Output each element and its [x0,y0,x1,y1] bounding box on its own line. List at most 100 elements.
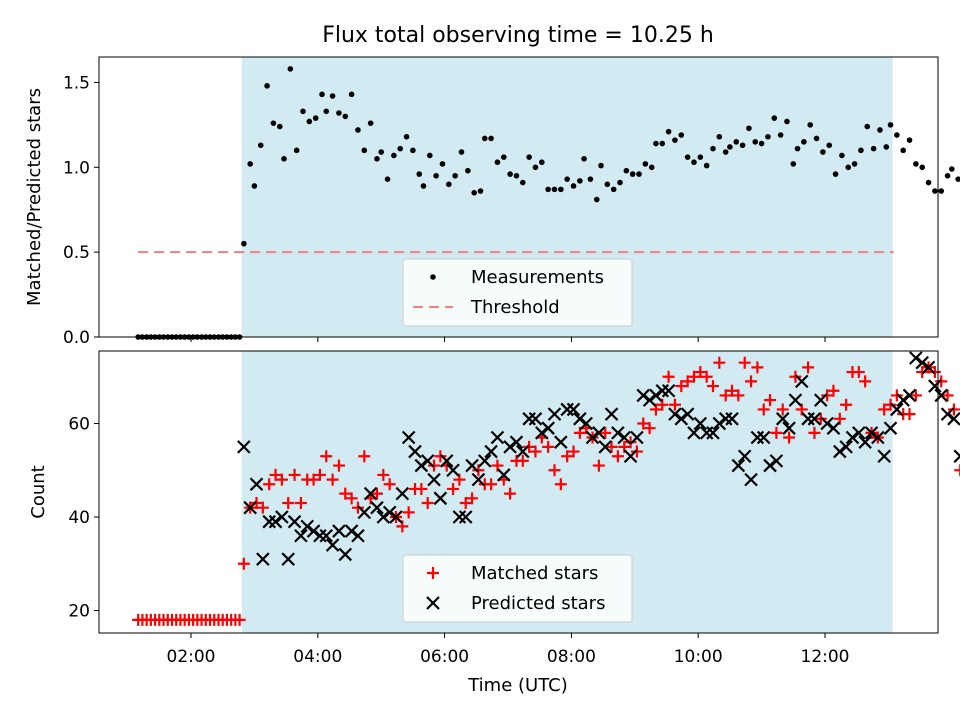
matched-point-98 [700,370,713,383]
matched-point-38 [320,450,333,463]
measurement-point-71 [519,179,526,186]
predicted-point-74 [706,426,720,440]
measurement-point-38 [319,91,325,98]
predicted-point-68 [668,407,682,421]
x-tick-label-4: 10:00 [674,647,723,667]
measurement-point-73 [532,164,539,171]
measurement-point-48 [378,149,385,155]
measurement-point-121 [826,142,833,149]
predicted-point-49 [547,407,562,421]
matched-point-114 [802,361,815,374]
matched-point-74 [548,464,561,477]
matched-point-122 [852,366,865,379]
measurement-point-113 [777,132,784,138]
predicted-point-53 [573,412,587,426]
matched-point-116 [814,412,827,425]
predicted-point-84 [769,454,784,468]
predicted-point-92 [820,416,834,431]
matched-point-118 [827,384,840,397]
matched-point-70 [523,440,536,453]
measurement-point-76 [551,186,558,193]
measurement-point-67 [494,159,501,166]
matched-point-131 [909,389,922,402]
predicted-point-79 [737,449,752,464]
measurement-point-74 [539,159,545,166]
predicted-point-28 [414,458,429,473]
y-tick-label-bottom-0: 20 [68,602,90,622]
matched-point-120 [840,398,853,411]
predicted-point-55 [585,430,600,445]
measurement-point-42 [342,113,349,120]
predicted-point-38 [477,454,492,468]
predicted-point-33 [446,463,460,478]
measurement-point-112 [771,115,778,121]
measurement-point-100 [697,154,704,160]
predicted-point-47 [535,426,549,440]
measurement-point-82 [587,176,594,182]
predicted-point-23 [382,505,397,520]
predicted-point-41 [496,468,511,482]
y-tick-label-top-2: 1.0 [63,158,90,178]
predicted-point-70 [680,407,695,421]
matched-point-97 [694,366,707,379]
matched-point-48 [383,478,396,491]
predicted-point-13 [319,528,334,543]
predicted-point-29 [420,454,435,468]
matched-point-138 [954,464,960,477]
measurement-point-117 [801,139,807,145]
y-tick-label-bottom-1: 40 [68,508,90,528]
matched-point-127 [884,398,897,411]
predicted-point-64 [642,393,657,407]
measurement-point-98 [684,154,691,160]
predicted-point-30 [427,472,441,487]
measurement-point-72 [526,154,532,160]
predicted-point-63 [636,388,651,403]
predicted-point-45 [522,412,536,426]
matched-point-60 [459,496,472,509]
predicted-point-103 [890,402,904,417]
matched-point-99 [706,380,719,393]
predicted-point-12 [313,528,327,543]
predicted-point-24 [389,510,403,524]
measurement-point-39 [323,108,330,115]
measurement-point-33 [287,66,294,72]
matched-point-101 [719,389,732,402]
measurement-point-37 [312,115,319,121]
measurement-point-57 [433,172,439,179]
predicted-point-98 [858,435,872,449]
predicted-point-95 [839,440,853,454]
predicted-point-15 [332,524,346,538]
measurement-point-70 [513,172,520,179]
measurement-point-55 [420,183,427,189]
measurement-point-66 [488,135,494,142]
measurement-point-52 [403,133,410,140]
predicted-point-10 [300,519,315,534]
matched-point-104 [738,356,751,369]
y-tick-label-top-1: 0.5 [63,243,90,263]
matched-point-110 [776,403,789,416]
measurement-point-93 [653,140,659,147]
measurement-point-128 [870,145,877,152]
matched-point-77 [567,445,580,458]
matched-point-95 [681,375,694,388]
matched-point-123 [859,375,872,388]
matched-point-108 [764,394,777,407]
matched-point-42 [345,492,358,505]
measurement-point-83 [593,196,600,203]
matched-point-28 [256,501,269,514]
predicted-point-85 [775,412,790,426]
measurement-point-136 [919,164,926,171]
measurement-point-32 [281,156,287,162]
predicted-point-80 [744,472,758,487]
matched-point-39 [326,473,339,486]
measurement-point-30 [270,120,277,126]
measurement-point-43 [348,91,355,98]
measurement-point-142 [955,176,960,182]
predicted-point-75 [712,416,727,431]
measurement-point-140 [944,172,951,179]
measurement-point-25 [241,240,247,247]
predicted-point-109 [928,379,942,393]
legend-measurements-label: Measurements [471,267,604,288]
predicted-point-77 [725,412,739,426]
